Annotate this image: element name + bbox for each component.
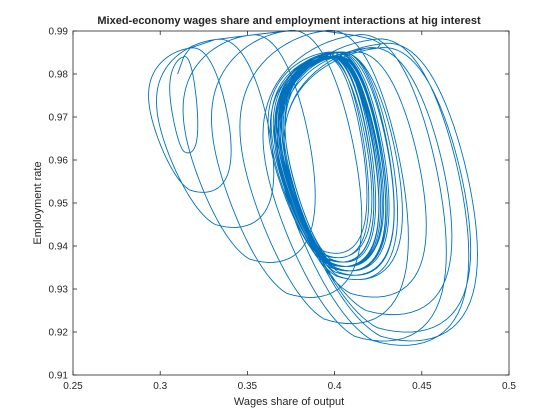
x-tick-label: 0.25 — [63, 381, 83, 392]
y-tick-label: 0.97 — [49, 113, 69, 124]
y-axis-ticks: 0.91 0.92 0.93 0.94 0.95 0.96 0.97 0.98 0.99 — [49, 27, 509, 382]
x-axis-ticks: 0.25 0.3 0.35 0.4 0.45 0.5 — [63, 31, 516, 392]
y-tick-label: 0.99 — [49, 27, 69, 38]
y-tick-label: 0.91 — [49, 371, 69, 382]
y-tick-label: 0.93 — [49, 285, 69, 296]
y-tick-label: 0.96 — [49, 156, 69, 167]
x-tick-label: 0.3 — [153, 381, 167, 392]
y-tick-label: 0.94 — [49, 242, 69, 253]
y-tick-label: 0.95 — [49, 199, 69, 210]
x-tick-label: 0.35 — [238, 381, 258, 392]
x-tick-label: 0.4 — [328, 381, 342, 392]
trajectory-line — [148, 29, 478, 346]
y-tick-label: 0.98 — [49, 70, 69, 81]
y-axis-label: Employment rate — [32, 161, 44, 244]
x-axis-label: Wages share of output — [234, 396, 344, 408]
chart-title: Mixed-economy wages share and employment… — [97, 15, 481, 27]
x-tick-label: 0.45 — [412, 381, 432, 392]
series-layer — [148, 29, 478, 346]
x-tick-label: 0.5 — [502, 381, 516, 392]
y-tick-label: 0.92 — [49, 328, 69, 339]
